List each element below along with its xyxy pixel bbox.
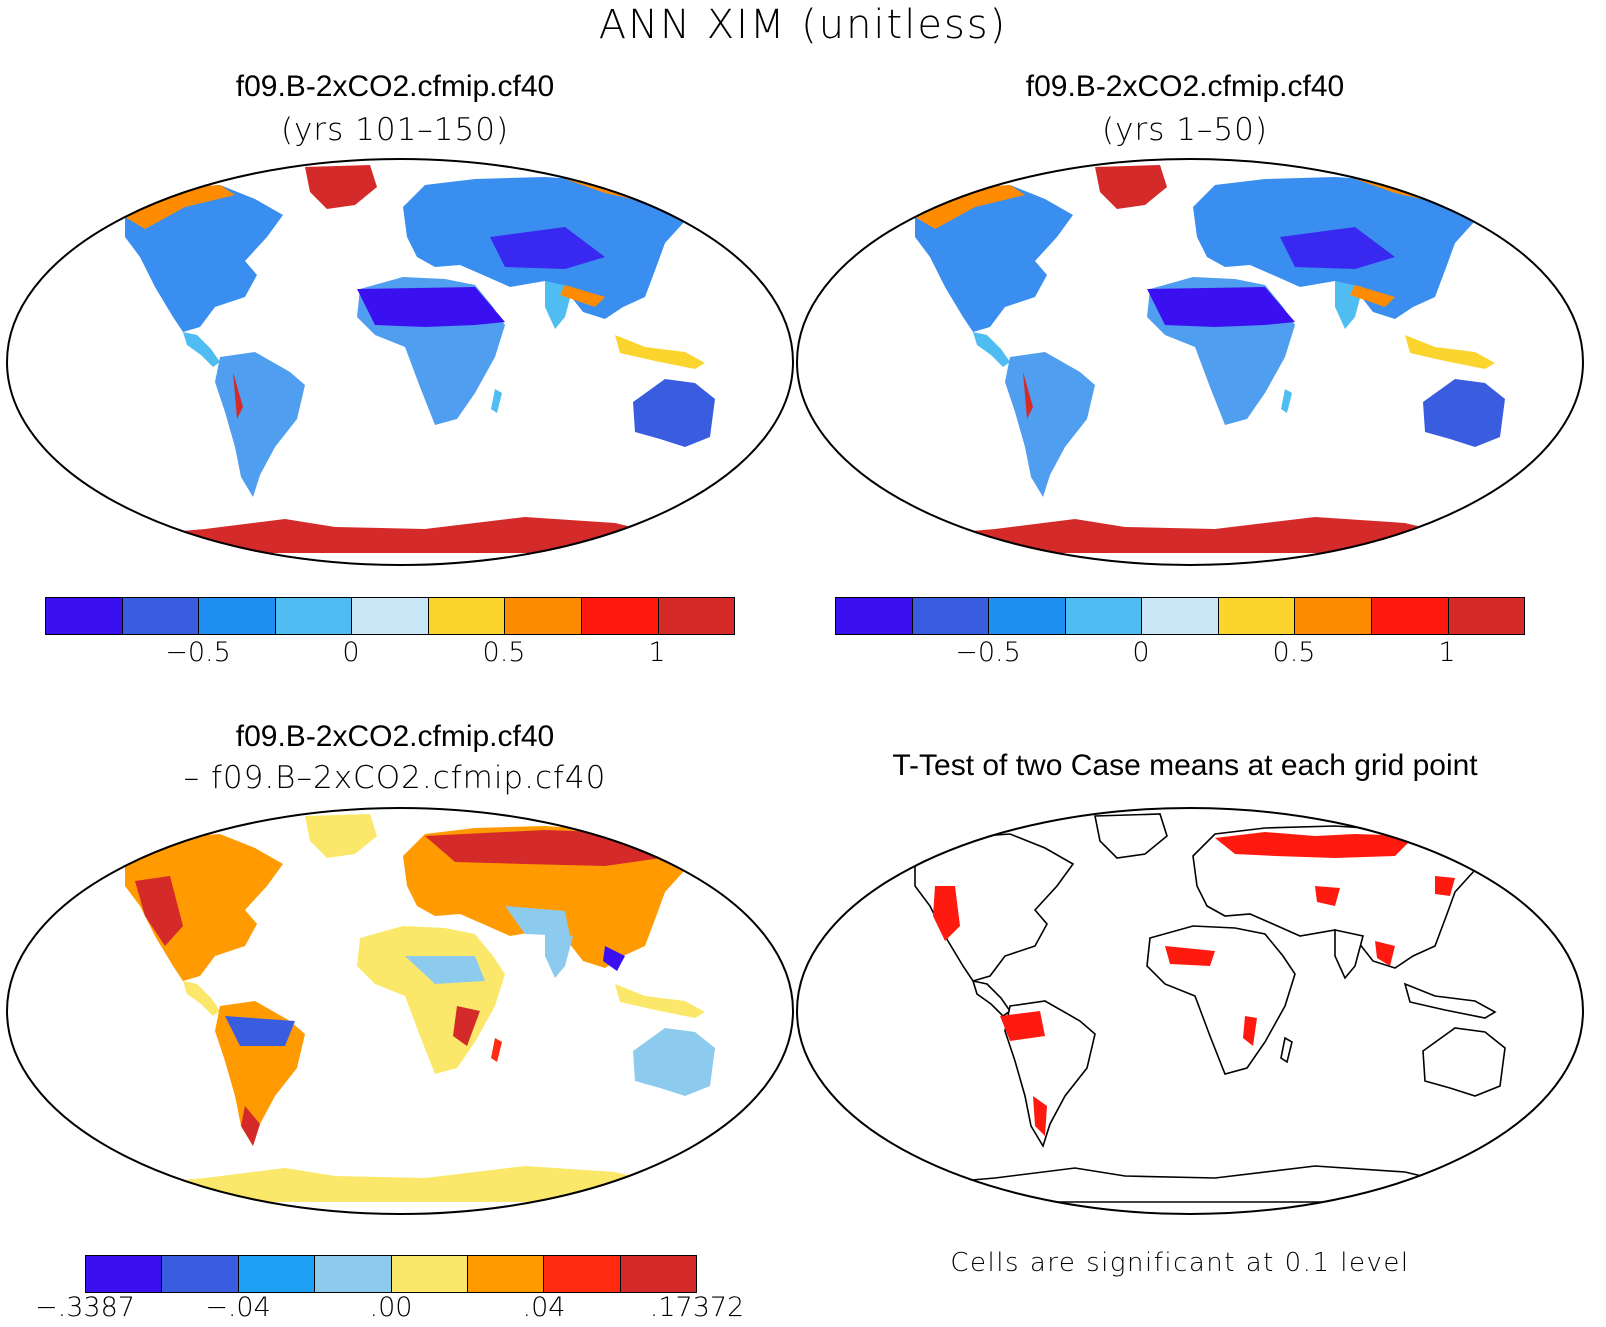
colorbar-cell — [162, 1256, 239, 1292]
colorbar-tick-label: 1 — [1438, 637, 1456, 668]
panel-2-map — [796, 158, 1584, 566]
panel-4-map — [796, 807, 1584, 1215]
colorbar-cell — [1448, 598, 1525, 634]
colorbar-tick-label: −.3387 — [35, 1292, 135, 1323]
colorbar-cell — [912, 598, 990, 634]
panel-3-colorbar — [85, 1255, 697, 1293]
colorbar-cell — [199, 598, 276, 634]
panel-2-colorbar — [835, 597, 1525, 635]
colorbar-cell — [1371, 598, 1449, 634]
colorbar-cell — [315, 1256, 392, 1292]
colorbar-cell — [1142, 598, 1219, 634]
panel-4-title: T-Test of two Case means at each grid po… — [892, 749, 1478, 782]
colorbar-tick-label: −.04 — [205, 1292, 271, 1323]
panel-2-subtitle: (yrs 1–50) — [1102, 112, 1268, 148]
colorbar-cell — [836, 598, 913, 634]
panel-1-colorbar — [45, 597, 735, 635]
colorbar-tick-label: 0 — [1132, 637, 1150, 668]
colorbar-cell — [989, 598, 1066, 634]
colorbar-tick-label: 0 — [342, 637, 360, 668]
panel-1-title: f09.B-2xCO2.cfmip.cf40 — [235, 70, 555, 103]
colorbar-cell — [122, 598, 200, 634]
colorbar-cell — [428, 598, 506, 634]
colorbar-cell — [658, 598, 735, 634]
colorbar-tick-label: 1 — [648, 637, 666, 668]
colorbar-cell — [620, 1256, 696, 1292]
panel-1-subtitle: (yrs 101–150) — [280, 112, 510, 148]
colorbar-cell — [238, 1256, 316, 1292]
panel-2-title: f09.B-2xCO2.cfmip.cf40 — [1025, 70, 1345, 103]
colorbar-tick-label: 0.5 — [1272, 637, 1316, 668]
colorbar-cell — [467, 1256, 545, 1292]
panel-3-subtitle: – f09.B–2xCO2.cfmip.cf40 — [183, 760, 607, 796]
colorbar-tick-label: .00 — [369, 1292, 413, 1323]
colorbar-cell — [544, 1256, 621, 1292]
colorbar-cell — [505, 598, 582, 634]
colorbar-cell — [391, 1256, 468, 1292]
colorbar-tick-label: .17372 — [649, 1292, 745, 1323]
colorbar-tick-label: .04 — [522, 1292, 566, 1323]
colorbar-cell — [1218, 598, 1296, 634]
colorbar-cell — [581, 598, 659, 634]
colorbar-cell — [46, 598, 123, 634]
panel-1-map — [6, 158, 794, 566]
colorbar-cell — [86, 1256, 163, 1292]
significance-note: Cells are significant at 0.1 level — [950, 1248, 1410, 1278]
colorbar-tick-label: 0.5 — [482, 637, 526, 668]
colorbar-cell — [1295, 598, 1372, 634]
colorbar-tick-label: −0.5 — [955, 637, 1021, 668]
panel-3-map — [6, 807, 794, 1215]
colorbar-cell — [352, 598, 429, 634]
colorbar-cell — [1065, 598, 1143, 634]
colorbar-tick-label: −0.5 — [165, 637, 231, 668]
panel-3-title: f09.B-2xCO2.cfmip.cf40 — [235, 720, 555, 753]
colorbar-cell — [275, 598, 353, 634]
figure-title: ANN XIM (unitless) — [598, 2, 1008, 48]
